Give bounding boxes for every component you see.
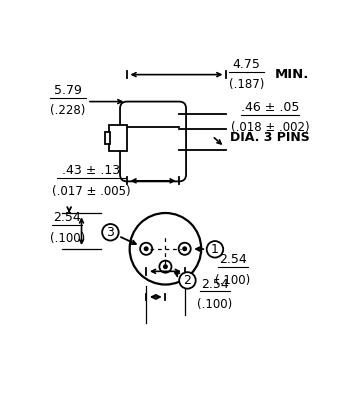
Text: 5.79: 5.79	[54, 84, 82, 98]
Text: (.100): (.100)	[50, 232, 85, 245]
Text: (.100): (.100)	[215, 274, 251, 286]
Text: (.228): (.228)	[50, 104, 86, 117]
Text: 2: 2	[184, 274, 191, 287]
Text: (.100): (.100)	[197, 298, 233, 311]
Text: (.017 ± .005): (.017 ± .005)	[52, 185, 130, 198]
Text: 3: 3	[106, 226, 114, 239]
Text: 4.75: 4.75	[233, 58, 261, 71]
Circle shape	[159, 261, 171, 273]
Circle shape	[182, 246, 187, 251]
Circle shape	[130, 213, 201, 284]
Circle shape	[102, 224, 119, 240]
Circle shape	[144, 246, 149, 251]
Bar	[105, 132, 110, 144]
FancyBboxPatch shape	[120, 102, 186, 181]
Text: .46 ± .05: .46 ± .05	[241, 101, 299, 114]
Text: (.187): (.187)	[229, 78, 264, 91]
Text: 2.54: 2.54	[219, 253, 247, 266]
Text: DIA. 3 PINS: DIA. 3 PINS	[230, 131, 310, 144]
Circle shape	[140, 243, 152, 255]
Text: .43 ± .13: .43 ± .13	[62, 164, 120, 177]
Text: MIN.: MIN.	[275, 68, 309, 81]
Text: (.018 ± .002): (.018 ± .002)	[231, 121, 309, 134]
Circle shape	[179, 243, 191, 255]
Circle shape	[207, 241, 223, 258]
Bar	[109, 125, 127, 151]
Text: 2.54: 2.54	[53, 211, 81, 224]
Text: 1: 1	[211, 243, 219, 256]
Circle shape	[163, 264, 168, 269]
Text: 2.54: 2.54	[201, 278, 229, 290]
Circle shape	[179, 272, 196, 289]
